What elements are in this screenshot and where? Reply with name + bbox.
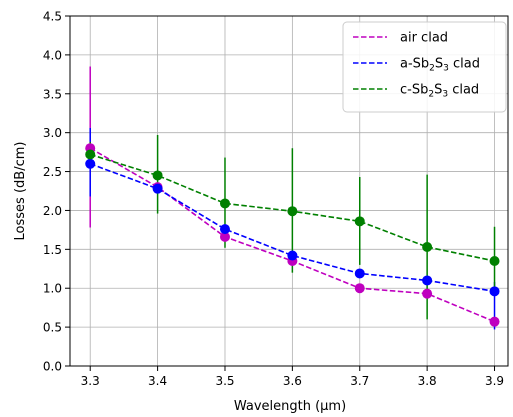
y-axis-ticks: 0.0 0.5 1.0 1.5 2.0 2.5 3.0 3.5 4.0 4.5	[43, 10, 70, 374]
series-layer	[85, 143, 500, 327]
legend-label-amorphous: a-Sb2S3 clad	[400, 57, 480, 74]
y-tick-label: 2.0	[43, 204, 62, 218]
data-point-air	[219, 231, 230, 242]
y-tick-label: 4.5	[43, 10, 62, 24]
x-tick-label: 3.5	[215, 374, 234, 388]
data-point-air	[422, 288, 433, 299]
data-point-crystalline	[287, 206, 298, 217]
x-tick-label: 3.3	[81, 374, 100, 388]
legend: air clad a-Sb2S3 clad c-Sb2S3 clad	[342, 21, 507, 113]
x-tick-label: 3.9	[485, 374, 504, 388]
y-tick-label: 4.0	[43, 48, 62, 62]
data-point-amorphous	[85, 158, 96, 169]
series-crystalline	[85, 149, 500, 266]
y-tick-label: 1.0	[43, 282, 62, 296]
plot-frame	[69, 15, 509, 367]
x-axis-ticks: 3.3 3.4 3.5 3.6 3.7 3.8 3.9	[81, 366, 504, 388]
legend-label-air: air clad	[400, 31, 448, 46]
x-axis-label: Wavelength (µm)	[234, 399, 346, 414]
data-point-air	[354, 283, 365, 294]
y-tick-label: 2.5	[43, 165, 62, 179]
data-point-crystalline	[152, 170, 163, 181]
data-point-amorphous	[152, 183, 163, 194]
legend-label-crystalline: c-Sb2S3 clad	[400, 83, 479, 100]
data-point-amorphous	[354, 268, 365, 279]
y-axis-label: Losses (dB/cm)	[13, 142, 28, 241]
x-tick-label: 3.7	[350, 374, 369, 388]
data-point-crystalline	[422, 242, 433, 252]
x-tick-label: 3.8	[418, 374, 437, 388]
data-point-crystalline	[219, 198, 230, 209]
x-tick-label: 3.4	[148, 374, 167, 388]
data-point-amorphous	[422, 275, 433, 286]
data-point-amorphous	[489, 286, 500, 297]
data-point-air	[489, 316, 500, 327]
data-point-crystalline	[489, 256, 500, 266]
series-amorphous	[85, 158, 500, 297]
legend-box	[342, 21, 507, 113]
y-tick-label: 0.0	[43, 360, 62, 374]
data-point-crystalline	[354, 216, 365, 227]
y-tick-label: 3.5	[43, 87, 62, 101]
data-point-amorphous	[287, 250, 298, 261]
x-tick-label: 3.6	[283, 374, 302, 388]
y-tick-label: 0.5	[43, 321, 62, 335]
data-point-crystalline	[85, 149, 96, 160]
y-tick-label: 1.5	[43, 243, 62, 257]
data-point-amorphous	[219, 224, 230, 235]
y-tick-label: 3.0	[43, 126, 62, 140]
